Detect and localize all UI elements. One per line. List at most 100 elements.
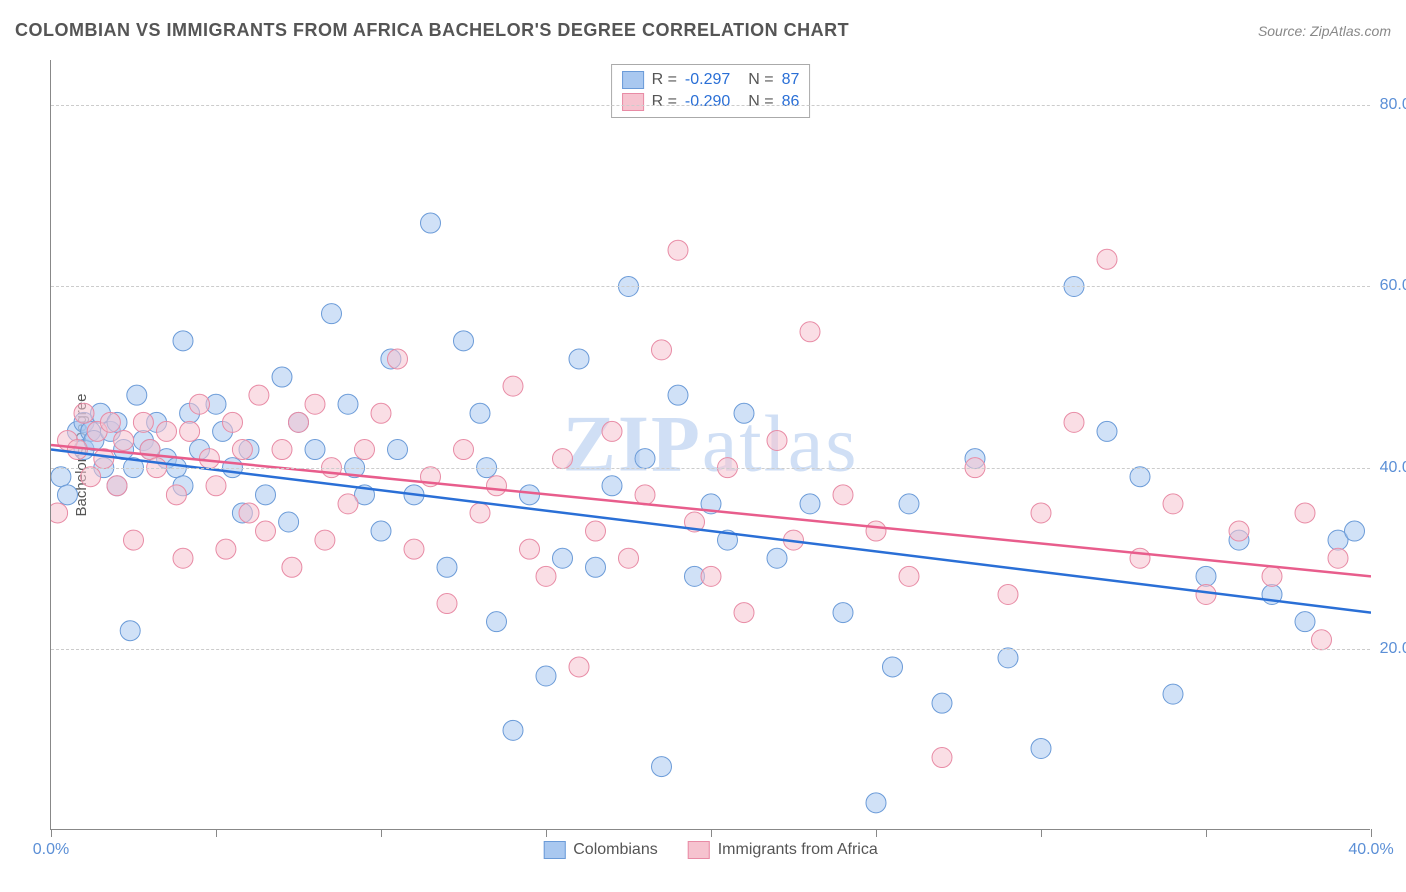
scatter-point: [51, 467, 71, 487]
scatter-point: [998, 584, 1018, 604]
x-tick: [1371, 829, 1372, 837]
scatter-point: [1031, 503, 1051, 523]
scatter-point: [249, 385, 269, 405]
scatter-point: [635, 485, 655, 505]
scatter-point: [536, 666, 556, 686]
scatter-point: [635, 449, 655, 469]
scatter-point: [454, 331, 474, 351]
legend-label: Immigrants from Africa: [718, 841, 878, 859]
x-tick: [711, 829, 712, 837]
scatter-point: [1328, 548, 1348, 568]
scatter-point: [586, 557, 606, 577]
scatter-point: [1295, 503, 1315, 523]
x-tick: [1206, 829, 1207, 837]
scatter-point: [1312, 630, 1332, 650]
scatter-point: [355, 440, 375, 460]
scatter-point: [404, 539, 424, 559]
r-value: -0.290: [685, 93, 730, 111]
legend-item: Immigrants from Africa: [688, 841, 878, 859]
scatter-point: [371, 521, 391, 541]
scatter-point: [833, 485, 853, 505]
scatter-point: [1229, 521, 1249, 541]
scatter-point: [256, 521, 276, 541]
scatter-point: [536, 566, 556, 586]
n-value: 87: [782, 71, 800, 89]
trend-line: [51, 450, 1371, 613]
scatter-point: [173, 548, 193, 568]
x-tick: [876, 829, 877, 837]
scatter-point: [1097, 421, 1117, 441]
scatter-point: [619, 548, 639, 568]
scatter-point: [371, 403, 391, 423]
scatter-point: [503, 720, 523, 740]
scatter-point: [586, 521, 606, 541]
scatter-point: [734, 403, 754, 423]
scatter-point: [437, 594, 457, 614]
gridline: [51, 649, 1370, 650]
chart-title: COLOMBIAN VS IMMIGRANTS FROM AFRICA BACH…: [15, 20, 849, 41]
scatter-point: [454, 440, 474, 460]
scatter-point: [206, 476, 226, 496]
scatter-point: [520, 539, 540, 559]
scatter-point: [388, 349, 408, 369]
scatter-point: [1345, 521, 1365, 541]
scatter-point: [239, 503, 259, 523]
x-tick: [1041, 829, 1042, 837]
y-tick-label: 80.0%: [1380, 96, 1406, 114]
scatter-point: [305, 440, 325, 460]
legend-item: Colombians: [543, 841, 657, 859]
scatter-point: [1130, 548, 1150, 568]
scatter-point: [1163, 684, 1183, 704]
scatter-point: [767, 430, 787, 450]
scatter-point: [487, 476, 507, 496]
x-tick-label: 0.0%: [33, 841, 69, 859]
series-swatch: [622, 93, 644, 111]
scatter-point: [520, 485, 540, 505]
scatter-point: [216, 539, 236, 559]
gridline: [51, 286, 1370, 287]
scatter-point: [190, 394, 210, 414]
legend-swatch: [543, 841, 565, 859]
scatter-point: [1295, 612, 1315, 632]
scatter-point: [1130, 467, 1150, 487]
scatter-point: [157, 421, 177, 441]
scatter-point: [701, 566, 721, 586]
scatter-point: [668, 240, 688, 260]
scatter-point: [100, 412, 120, 432]
scatter-point: [503, 376, 523, 396]
scatter-point: [421, 213, 441, 233]
scatter-point: [256, 485, 276, 505]
scatter-point: [1262, 566, 1282, 586]
scatter-point: [338, 494, 358, 514]
scatter-point: [305, 394, 325, 414]
scatter-point: [388, 440, 408, 460]
scatter-point: [1196, 566, 1216, 586]
scatter-point: [272, 440, 292, 460]
scatter-point: [470, 503, 490, 523]
scatter-point: [833, 603, 853, 623]
scatter-point: [1064, 412, 1084, 432]
x-tick: [216, 829, 217, 837]
y-tick-label: 20.0%: [1380, 640, 1406, 658]
scatter-point: [1196, 584, 1216, 604]
scatter-point: [223, 412, 243, 432]
scatter-point: [932, 693, 952, 713]
scatter-point: [133, 412, 153, 432]
scatter-point: [487, 612, 507, 632]
stats-legend-box: R =-0.297N =87R =-0.290N =86: [611, 64, 811, 118]
scatter-point: [932, 748, 952, 768]
scatter-point: [173, 331, 193, 351]
scatter-point: [272, 367, 292, 387]
scatter-point: [437, 557, 457, 577]
plot-area: ZIPatlas R =-0.297N =87R =-0.290N =86 Co…: [50, 60, 1370, 830]
x-tick: [51, 829, 52, 837]
scatter-point: [800, 322, 820, 342]
scatter-point: [800, 494, 820, 514]
scatter-point: [279, 512, 299, 532]
scatter-point: [602, 421, 622, 441]
x-tick: [546, 829, 547, 837]
series-swatch: [622, 71, 644, 89]
scatter-point: [127, 385, 147, 405]
scatter-point: [883, 657, 903, 677]
scatter-point: [289, 412, 309, 432]
